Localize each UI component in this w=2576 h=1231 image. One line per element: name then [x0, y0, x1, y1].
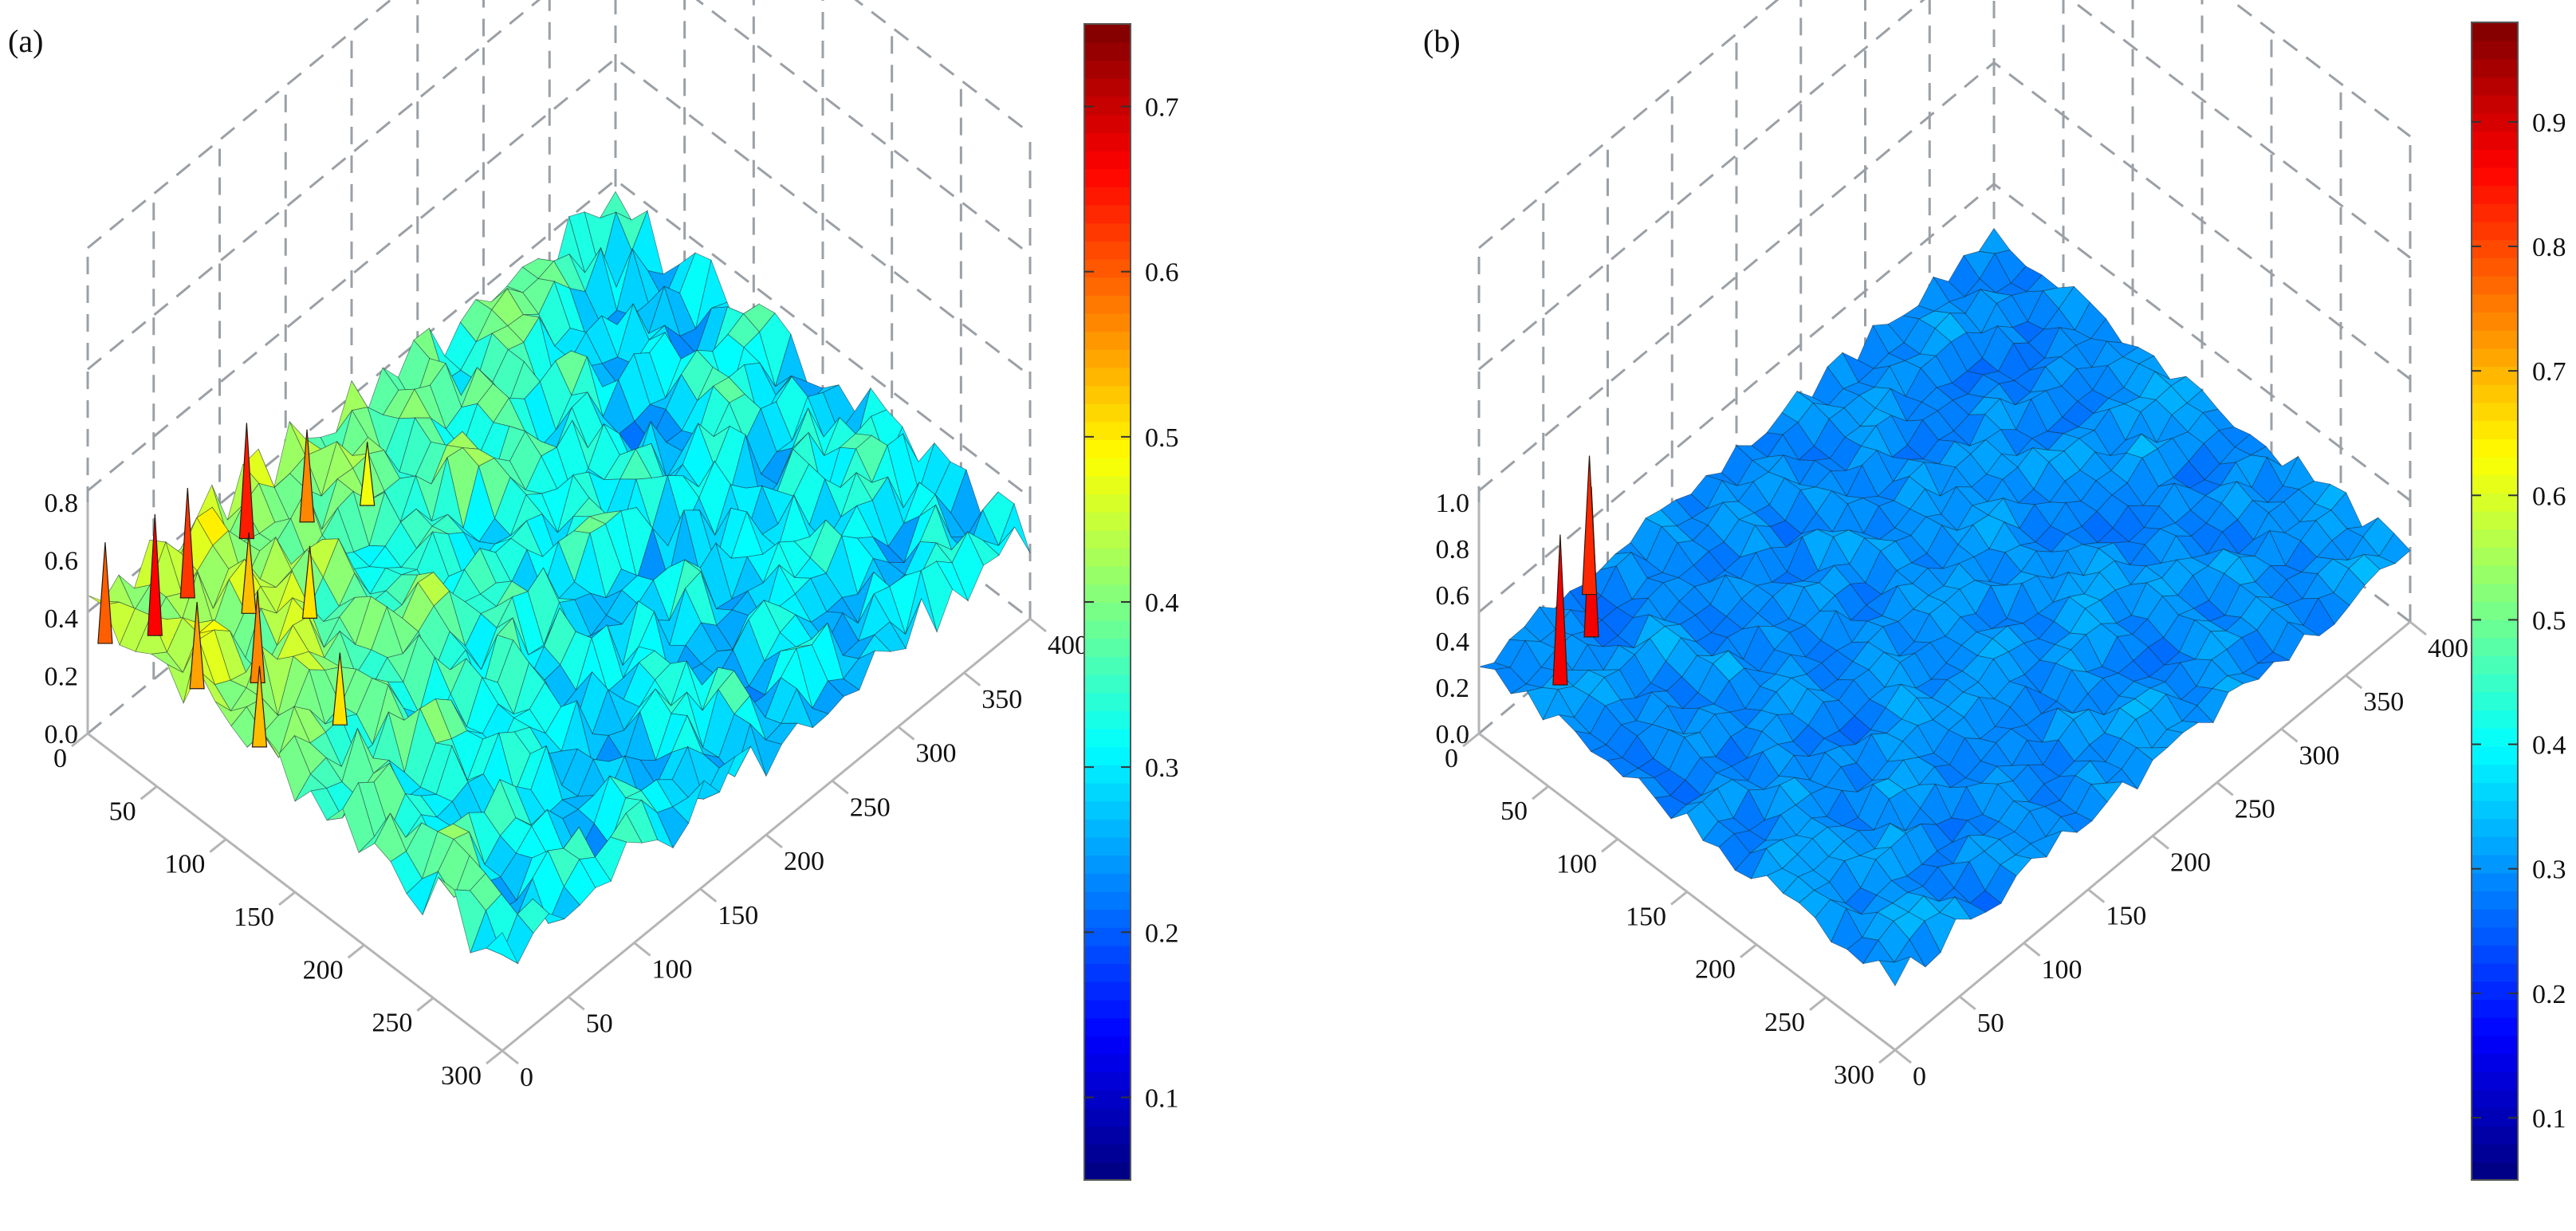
- panel-b: (b) 0 50 100 150 200 250 300 0 50 100 150 200 250 300 3…: [1423, 0, 2566, 1181]
- y-tick-label: 50: [109, 796, 136, 826]
- x-tick-label: 0: [520, 1063, 533, 1092]
- z-tick-label: 0.6: [45, 547, 79, 576]
- z-tick-label: 0.0: [45, 720, 79, 749]
- colorbar-tick-label: 0.2: [2532, 980, 2566, 1009]
- y-tick-label: 300: [441, 1061, 482, 1091]
- surface: [87, 191, 1031, 965]
- y-tick-label: 0: [1445, 744, 1458, 773]
- surface-cell: [1878, 956, 1911, 987]
- peak: [360, 442, 376, 506]
- x-tick-label: 200: [2170, 848, 2211, 878]
- peak: [97, 542, 113, 644]
- peak: [241, 532, 257, 614]
- z-tick-label: 0.2: [45, 663, 79, 692]
- panel-a: (a) 0 50 100 150 200 250 300 0 50 100 150 200 250 300 3…: [8, 0, 1179, 1181]
- x-tick-label: 400: [2428, 634, 2468, 663]
- colorbar-tick-label: 0.3: [2532, 855, 2566, 885]
- z-tick-label: 0.6: [1436, 581, 1470, 611]
- peak: [189, 601, 205, 690]
- x-tick-label: 150: [718, 901, 758, 930]
- peaks: [97, 423, 376, 748]
- y-tick-label: 50: [1500, 796, 1528, 826]
- colorbar-tick-label: 0.7: [2532, 357, 2566, 387]
- y-tick-label: 100: [164, 850, 205, 879]
- peak: [299, 429, 315, 523]
- colorbar-tick-label: 0.1: [1145, 1084, 1179, 1113]
- colorbar-tick-label: 0.9: [2532, 108, 2566, 138]
- peak: [179, 488, 195, 599]
- x-tick-label: 50: [586, 1009, 613, 1038]
- z-tick-label: 0.0: [1436, 720, 1470, 749]
- y-tick-label: 150: [1626, 903, 1666, 932]
- colorbar: 0.1 0.2 0.3 0.4 0.5 0.6 0.7 0.8 0.9: [2471, 22, 2566, 1181]
- peak: [1552, 534, 1568, 686]
- z-tick-label: 1.0: [1436, 489, 1470, 518]
- z-tick-label: 0.4: [1436, 627, 1470, 657]
- x-tick-label: 100: [2042, 955, 2082, 985]
- x-tick-label: 250: [2235, 794, 2275, 824]
- x-tick-label: 0: [1913, 1062, 1926, 1091]
- surface: [1478, 227, 2411, 987]
- grid-walls: [86, 0, 1032, 735]
- y-tick-label: 250: [372, 1009, 412, 1038]
- z-tick-label: 0.4: [45, 604, 79, 634]
- x-tick-label: 300: [916, 739, 957, 769]
- colorbar-tick-label: 0.2: [1145, 918, 1179, 948]
- y-tick-label: 0: [53, 744, 67, 773]
- peak: [301, 545, 318, 619]
- y-tick-label: 250: [1764, 1008, 1805, 1037]
- peak: [332, 652, 348, 726]
- x-tick-label: 300: [2299, 741, 2340, 770]
- peak: [238, 423, 255, 540]
- colorbar-tick-label: 0.1: [2532, 1104, 2566, 1134]
- x-tick-label: 150: [2106, 902, 2146, 931]
- colorbar: 0.1 0.2 0.3 0.4 0.5 0.6 0.7: [1083, 23, 1179, 1181]
- x-tick-label: 400: [1048, 631, 1088, 660]
- z-tick-label: 0.2: [1436, 674, 1470, 703]
- grid-walls: [1477, 0, 2412, 735]
- surface-cell: [486, 932, 519, 965]
- colorbar-tick-label: 0.4: [2532, 731, 2566, 761]
- x-tick-label: 350: [2363, 687, 2404, 717]
- x-tick-label: 250: [850, 792, 891, 822]
- y-tick-label: 100: [1556, 849, 1597, 879]
- peak: [147, 513, 163, 636]
- panel-label-b: (b): [1423, 23, 1461, 59]
- colorbar-tick-label: 0.4: [1145, 588, 1179, 618]
- surface-cell: [1978, 227, 2011, 254]
- colorbar-tick-label: 0.8: [2532, 233, 2566, 262]
- peak: [251, 666, 268, 748]
- y-tick-label: 300: [1834, 1060, 1874, 1090]
- x-tick-label: 50: [1977, 1009, 2004, 1038]
- colorbar-tick-label: 0.6: [2532, 482, 2566, 511]
- y-tick-label: 200: [1695, 955, 1736, 985]
- z-tick-label: 0.8: [45, 489, 79, 518]
- x-tick-label: 100: [652, 955, 693, 985]
- colorbar-tick-label: 0.3: [1145, 753, 1179, 783]
- peak: [1581, 455, 1598, 596]
- peaks: [1552, 455, 1599, 686]
- x-tick-label: 350: [981, 685, 1022, 714]
- colorbar-tick-label: 0.7: [1145, 93, 1179, 123]
- colorbar-tick-label: 0.5: [1145, 423, 1179, 453]
- y-tick-label: 150: [234, 903, 274, 932]
- y-tick-label: 200: [303, 955, 344, 985]
- x-tick-label: 200: [784, 847, 824, 876]
- colorbar-tick-label: 0.6: [1145, 258, 1179, 288]
- panel-label-a: (a): [8, 23, 43, 59]
- z-tick-label: 0.8: [1436, 535, 1470, 564]
- colorbar-tick-label: 0.5: [2532, 606, 2566, 635]
